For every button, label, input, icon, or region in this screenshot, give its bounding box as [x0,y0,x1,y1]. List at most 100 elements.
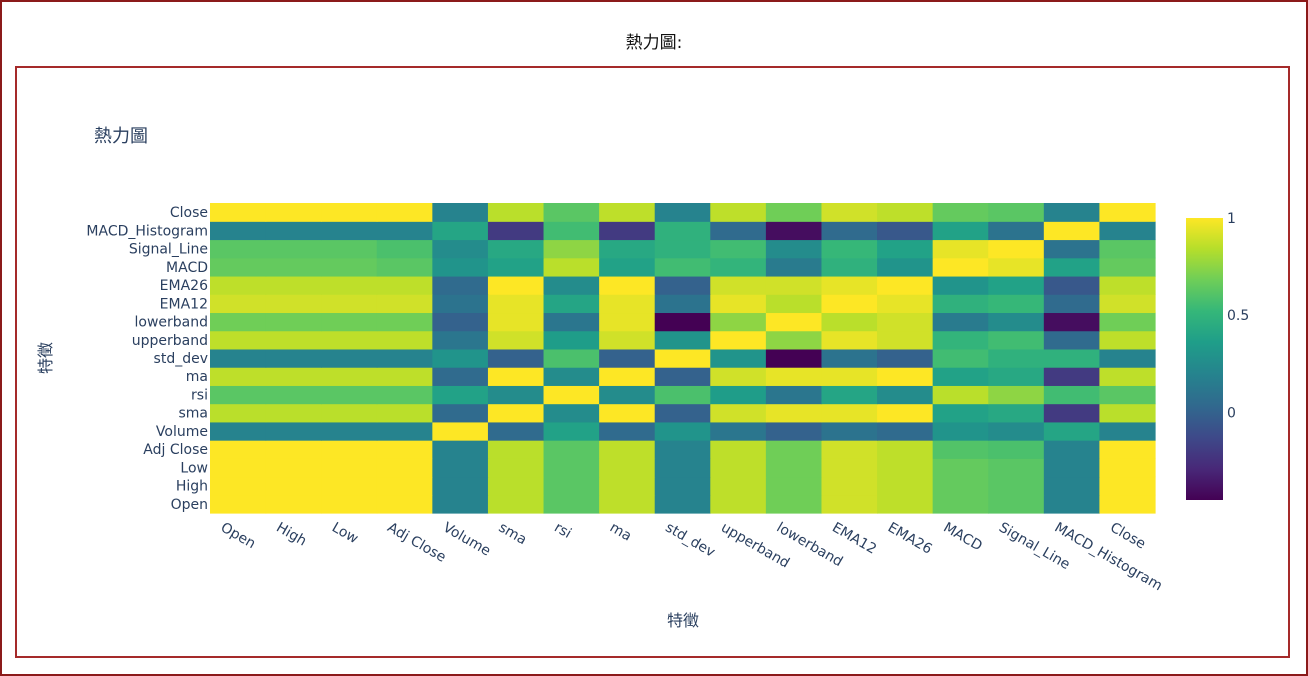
heatmap-cell[interactable] [321,221,378,241]
heatmap-cell[interactable] [376,494,433,514]
heatmap-cell[interactable] [1043,403,1101,423]
heatmap-cell[interactable] [599,221,656,241]
heatmap-cell[interactable] [265,294,322,314]
heatmap-cell[interactable] [932,257,989,277]
heatmap-cell[interactable] [821,403,878,423]
heatmap-cell[interactable] [988,348,1045,368]
heatmap-cell[interactable] [1043,367,1101,386]
heatmap-cell[interactable] [321,385,378,405]
heatmap-cell[interactable] [543,367,600,386]
heatmap-cell[interactable] [210,421,267,441]
heatmap-cell[interactable] [210,312,267,332]
heatmap-cell[interactable] [487,458,545,478]
heatmap-cell[interactable] [1099,421,1156,441]
heatmap-cell[interactable] [765,348,823,368]
heatmap-cell[interactable] [821,239,878,259]
heatmap-cell[interactable] [710,367,767,386]
heatmap-cell[interactable] [210,239,267,259]
heatmap-cell[interactable] [599,239,656,259]
heatmap-cell[interactable] [821,476,878,496]
heatmap-cell[interactable] [487,239,545,259]
heatmap-cell[interactable] [599,330,656,350]
heatmap-cell[interactable] [376,348,433,368]
heatmap-cell[interactable] [265,312,322,332]
heatmap-cell[interactable] [654,476,711,496]
heatmap-cell[interactable] [654,348,711,368]
heatmap-cell[interactable] [487,476,545,496]
heatmap-cell[interactable] [877,494,934,514]
heatmap-cell[interactable] [376,458,433,478]
heatmap-cell[interactable] [1099,385,1156,405]
heatmap-cell[interactable] [710,203,767,222]
heatmap-cell[interactable] [1099,403,1156,423]
heatmap-cell[interactable] [265,494,322,514]
heatmap-cell[interactable] [710,458,767,478]
heatmap-cell[interactable] [432,476,489,496]
heatmap-cell[interactable] [210,275,267,295]
heatmap-cell[interactable] [877,203,934,222]
heatmap-cell[interactable] [654,385,711,405]
heatmap-cell[interactable] [877,348,934,368]
heatmap-cell[interactable] [710,312,767,332]
heatmap-cell[interactable] [1043,239,1101,259]
heatmap-cell[interactable] [487,203,545,222]
heatmap-cell[interactable] [543,385,600,405]
heatmap-cell[interactable] [265,385,322,405]
heatmap-cell[interactable] [765,440,823,459]
heatmap-cell[interactable] [432,403,489,423]
heatmap-cell[interactable] [988,257,1045,277]
heatmap-cell[interactable] [487,494,545,514]
heatmap-cell[interactable] [376,385,433,405]
heatmap-cell[interactable] [210,294,267,314]
heatmap-cell[interactable] [988,440,1045,459]
heatmap-cell[interactable] [1043,221,1101,241]
heatmap-cell[interactable] [265,367,322,386]
heatmap-cell[interactable] [265,421,322,441]
heatmap-cell[interactable] [710,403,767,423]
heatmap-cell[interactable] [1099,239,1156,259]
heatmap-cell[interactable] [599,494,656,514]
heatmap-cell[interactable] [321,421,378,441]
heatmap-cell[interactable] [877,440,934,459]
heatmap-cell[interactable] [543,257,600,277]
heatmap-cell[interactable] [1043,385,1101,405]
heatmap-cell[interactable] [265,476,322,496]
heatmap-cell[interactable] [210,348,267,368]
heatmap-cell[interactable] [654,312,711,332]
heatmap-cell[interactable] [543,203,600,222]
heatmap-cell[interactable] [932,494,989,514]
heatmap-cell[interactable] [654,440,711,459]
heatmap-cell[interactable] [877,312,934,332]
heatmap-cell[interactable] [432,312,489,332]
heatmap-cell[interactable] [821,458,878,478]
heatmap-cell[interactable] [210,494,267,514]
heatmap-cell[interactable] [376,330,433,350]
heatmap-cell[interactable] [1099,221,1156,241]
heatmap-cell[interactable] [1043,458,1101,478]
heatmap-cell[interactable] [1099,275,1156,295]
heatmap-cell[interactable] [710,275,767,295]
heatmap-cell[interactable] [932,312,989,332]
heatmap-cell[interactable] [599,421,656,441]
heatmap-cell[interactable] [710,294,767,314]
heatmap-cell[interactable] [877,294,934,314]
heatmap-cell[interactable] [932,330,989,350]
heatmap-cell[interactable] [765,403,823,423]
heatmap-cell[interactable] [487,421,545,441]
heatmap-cell[interactable] [988,458,1045,478]
heatmap-cell[interactable] [821,221,878,241]
heatmap-cell[interactable] [1099,312,1156,332]
heatmap-cell[interactable] [376,403,433,423]
heatmap-cell[interactable] [988,494,1045,514]
heatmap-cell[interactable] [1043,476,1101,496]
heatmap-cell[interactable] [543,239,600,259]
heatmap-cell[interactable] [821,348,878,368]
heatmap-cell[interactable] [821,203,878,222]
heatmap-cell[interactable] [988,330,1045,350]
heatmap-cell[interactable] [988,476,1045,496]
heatmap-cell[interactable] [432,257,489,277]
heatmap-cell[interactable] [877,239,934,259]
heatmap-cell[interactable] [1099,348,1156,368]
heatmap-cell[interactable] [265,330,322,350]
